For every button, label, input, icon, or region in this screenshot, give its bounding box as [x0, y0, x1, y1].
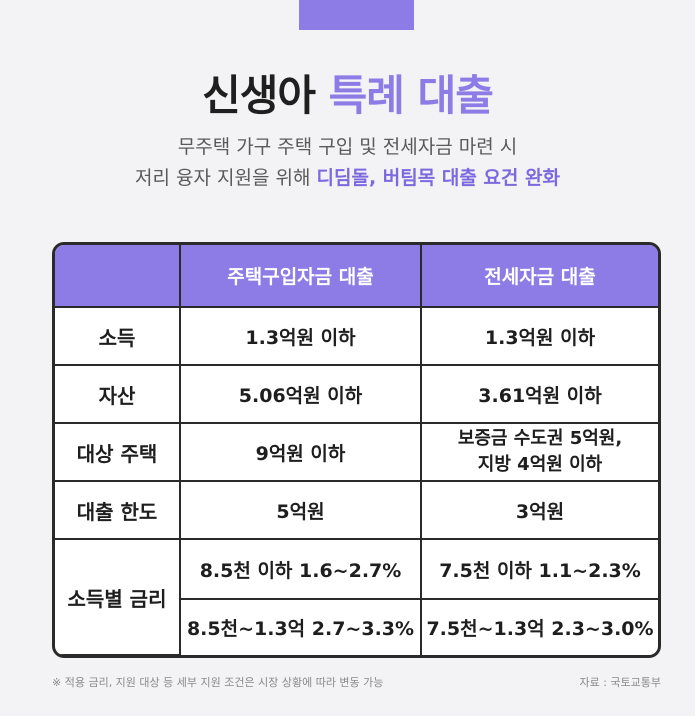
- cell-loan-limit-purchase: 5억원: [179, 480, 422, 540]
- cell-assets-purchase: 5.06억원 이하: [179, 364, 422, 424]
- cell-target-house-jeonse: 보증금 수도권 5억원, 지방 4억원 이하: [420, 422, 658, 482]
- table-row: 자산 5.06억원 이하 3.61억원 이하: [55, 364, 658, 424]
- subtitle-line-2-plain: 저리 융자 지원을 위해: [135, 167, 317, 189]
- subtitle-line-1: 무주택 가구 주택 구입 및 전세자금 마련 시: [177, 136, 518, 158]
- page-title: 신생아 특례 대출: [0, 62, 695, 123]
- header-corner: [55, 245, 181, 308]
- cell-target-house-purchase: 9억원 이하: [179, 422, 422, 482]
- cell-rate-purchase-tier-1: 8.5천 이하 1.6~2.7%: [179, 538, 422, 600]
- subtitle-line-2: 저리 융자 지원을 위해 디딤돌, 버팀목 대출 요건 완화: [0, 163, 695, 194]
- title-accent: 특례 대출: [328, 71, 494, 120]
- footnote: ※ 적용 금리, 지원 대상 등 세부 지원 조건은 시장 상황에 따라 변동 …: [52, 676, 384, 689]
- cell-rate-jeonse-tier-2: 7.5천~1.3억 2.3~3.0%: [420, 598, 658, 655]
- cell-income-purchase: 1.3억원 이하: [179, 306, 422, 366]
- row-label-assets: 자산: [55, 364, 181, 424]
- row-label-income-rate: 소득별 금리: [55, 538, 181, 655]
- source-credit: 자료 : 국토교통부: [579, 676, 661, 689]
- table-row: 8.5천~1.3억 2.7~3.3% 7.5천~1.3억 2.3~3.0%: [55, 598, 658, 655]
- cell-income-jeonse: 1.3억원 이하: [420, 306, 658, 366]
- cell-loan-limit-jeonse: 3억원: [420, 480, 658, 540]
- table-row: 소득 1.3억원 이하 1.3억원 이하: [55, 306, 658, 366]
- cell-rate-jeonse-tier-1: 7.5천 이하 1.1~2.3%: [420, 538, 658, 600]
- subtitle-highlight: 디딤돌, 버팀목 대출 요건 완화: [316, 167, 560, 189]
- cell-target-house-jeonse-line-1: 보증금 수도권 5억원,: [457, 428, 623, 449]
- cell-rate-purchase-tier-2: 8.5천~1.3억 2.7~3.3%: [180, 598, 422, 655]
- table-row: 소득별 금리 8.5천 이하 1.6~2.7% 7.5천 이하 1.1~2.3%: [55, 538, 658, 655]
- top-accent-bar: [299, 0, 414, 30]
- header-jeonse-loan: 전세자금 대출: [420, 245, 658, 308]
- subtitle: 무주택 가구 주택 구입 및 전세자금 마련 시 저리 융자 지원을 위해 디딤…: [0, 132, 695, 194]
- row-label-target-house: 대상 주택: [55, 422, 181, 482]
- table-row: 대출 한도 5억원 3억원: [55, 480, 658, 540]
- row-label-income: 소득: [55, 306, 181, 366]
- loan-comparison-table: 주택구입자금 대출 전세자금 대출 소득 1.3억원 이하 1.3억원 이하 자…: [52, 242, 661, 658]
- cell-assets-jeonse: 3.61억원 이하: [420, 364, 658, 424]
- title-main: 신생아: [202, 71, 316, 120]
- header-purchase-loan: 주택구입자금 대출: [179, 245, 422, 308]
- table-row: 대상 주택 9억원 이하 보증금 수도권 5억원, 지방 4억원 이하: [55, 422, 658, 482]
- cell-target-house-jeonse-line-2: 지방 4억원 이하: [477, 454, 603, 475]
- table-header-row: 주택구입자금 대출 전세자금 대출: [55, 245, 658, 308]
- row-label-loan-limit: 대출 한도: [55, 480, 181, 540]
